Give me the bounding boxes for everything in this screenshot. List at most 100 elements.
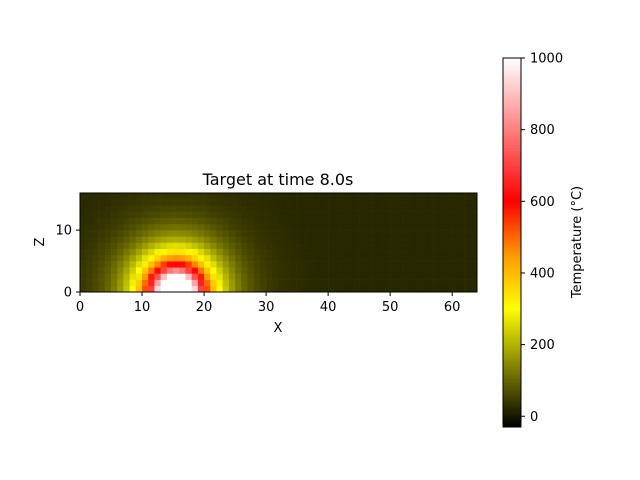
heatmap-cell	[235, 248, 242, 256]
heatmap-cell	[253, 267, 261, 274]
heatmap-cell	[135, 199, 143, 206]
heatmap-cell	[321, 199, 329, 206]
heatmap-cell	[129, 279, 137, 287]
heatmap-area	[80, 193, 478, 293]
heatmap-cell	[321, 211, 329, 219]
heatmap-cell	[235, 211, 242, 219]
heatmap-cell	[396, 261, 403, 268]
heatmap-cell	[228, 261, 236, 268]
heatmap-cell	[396, 248, 403, 256]
heatmap-cell	[148, 273, 155, 280]
heatmap-cell	[173, 211, 180, 219]
heatmap-cell	[266, 236, 273, 243]
heatmap-cell	[98, 236, 106, 243]
heatmap-cell	[173, 273, 180, 280]
heatmap-cell	[290, 230, 298, 237]
heatmap-cell	[247, 248, 254, 256]
heatmap-cell	[452, 279, 459, 287]
heatmap-cell	[86, 242, 93, 249]
heatmap-cell	[433, 279, 441, 287]
heatmap-cell	[166, 236, 174, 243]
heatmap-cell	[216, 261, 223, 268]
heatmap-cell	[228, 193, 236, 200]
heatmap-cell	[284, 193, 292, 200]
heatmap-cell	[402, 261, 410, 268]
heatmap-cell	[148, 279, 155, 287]
heatmap-cell	[365, 248, 372, 256]
heatmap-cell	[396, 236, 403, 243]
heatmap-cell	[129, 261, 137, 268]
heatmap-cell	[166, 230, 174, 237]
heatmap-cell	[197, 261, 205, 268]
heatmap-cell	[427, 199, 434, 206]
heatmap-cell	[470, 236, 478, 243]
heatmap-cell	[148, 193, 155, 200]
heatmap-cell	[185, 267, 192, 274]
heatmap-cell	[241, 285, 248, 293]
heatmap-cell	[92, 273, 99, 280]
heatmap-cell	[284, 279, 292, 287]
heatmap-cell	[352, 230, 360, 237]
heatmap-cell	[303, 217, 310, 225]
heatmap-cell	[166, 267, 174, 274]
colorbar-tick-label: 0	[530, 410, 538, 425]
heatmap-cell	[328, 205, 335, 212]
heatmap-cell	[123, 193, 130, 200]
x-tick-label: 0	[76, 300, 84, 315]
heatmap-cell	[427, 279, 434, 287]
heatmap-cell	[359, 248, 366, 256]
heatmap-cell	[235, 199, 242, 206]
heatmap-cell	[241, 267, 248, 274]
heatmap-cell	[334, 217, 341, 225]
heatmap-cell	[266, 217, 273, 225]
heatmap-cell	[408, 205, 416, 212]
heatmap-cell	[222, 230, 230, 237]
heatmap-cell	[166, 285, 174, 293]
heatmap-cell	[129, 230, 137, 237]
heatmap-cell	[427, 223, 434, 231]
heatmap-cell	[452, 236, 459, 243]
heatmap-cell	[117, 211, 124, 219]
heatmap-cell	[154, 242, 161, 249]
heatmap-cell	[470, 242, 478, 249]
heatmap-cell	[445, 236, 453, 243]
heatmap-cell	[328, 236, 335, 243]
heatmap-cell	[216, 223, 223, 231]
heatmap-cell	[408, 279, 416, 287]
heatmap-cell	[197, 236, 205, 243]
heatmap-cell	[352, 279, 360, 287]
heatmap-cell	[272, 267, 279, 274]
heatmap-cell	[166, 223, 174, 231]
heatmap-cell	[166, 248, 174, 256]
heatmap-cell	[452, 205, 459, 212]
heatmap-cell	[421, 261, 428, 268]
heatmap-cell	[154, 285, 161, 293]
heatmap-cell	[433, 205, 441, 212]
heatmap-cell	[173, 223, 180, 231]
heatmap-cell	[408, 242, 416, 249]
heatmap-cell	[334, 193, 341, 200]
heatmap-cell	[241, 248, 248, 256]
heatmap-cell	[160, 205, 168, 212]
heatmap-cell	[216, 236, 223, 243]
heatmap-cell	[272, 217, 279, 225]
heatmap-cell	[408, 261, 416, 268]
heatmap-cell	[315, 261, 323, 268]
heatmap-cell	[259, 236, 267, 243]
heatmap-cell	[86, 267, 93, 274]
heatmap-cell	[439, 230, 447, 237]
heatmap-cell	[346, 205, 354, 212]
heatmap-cell	[210, 242, 217, 249]
heatmap-cell	[123, 242, 130, 249]
heatmap-cell	[222, 261, 230, 268]
heatmap-cell	[92, 279, 99, 287]
heatmap-cell	[284, 254, 292, 262]
heatmap-cell	[340, 217, 348, 225]
heatmap-cell	[377, 273, 385, 280]
heatmap-cell	[80, 254, 87, 262]
heatmap-cell	[216, 273, 223, 280]
heatmap-cell	[241, 254, 248, 262]
heatmap-cell	[290, 217, 298, 225]
heatmap-cell	[228, 199, 236, 206]
heatmap-cell	[433, 273, 441, 280]
